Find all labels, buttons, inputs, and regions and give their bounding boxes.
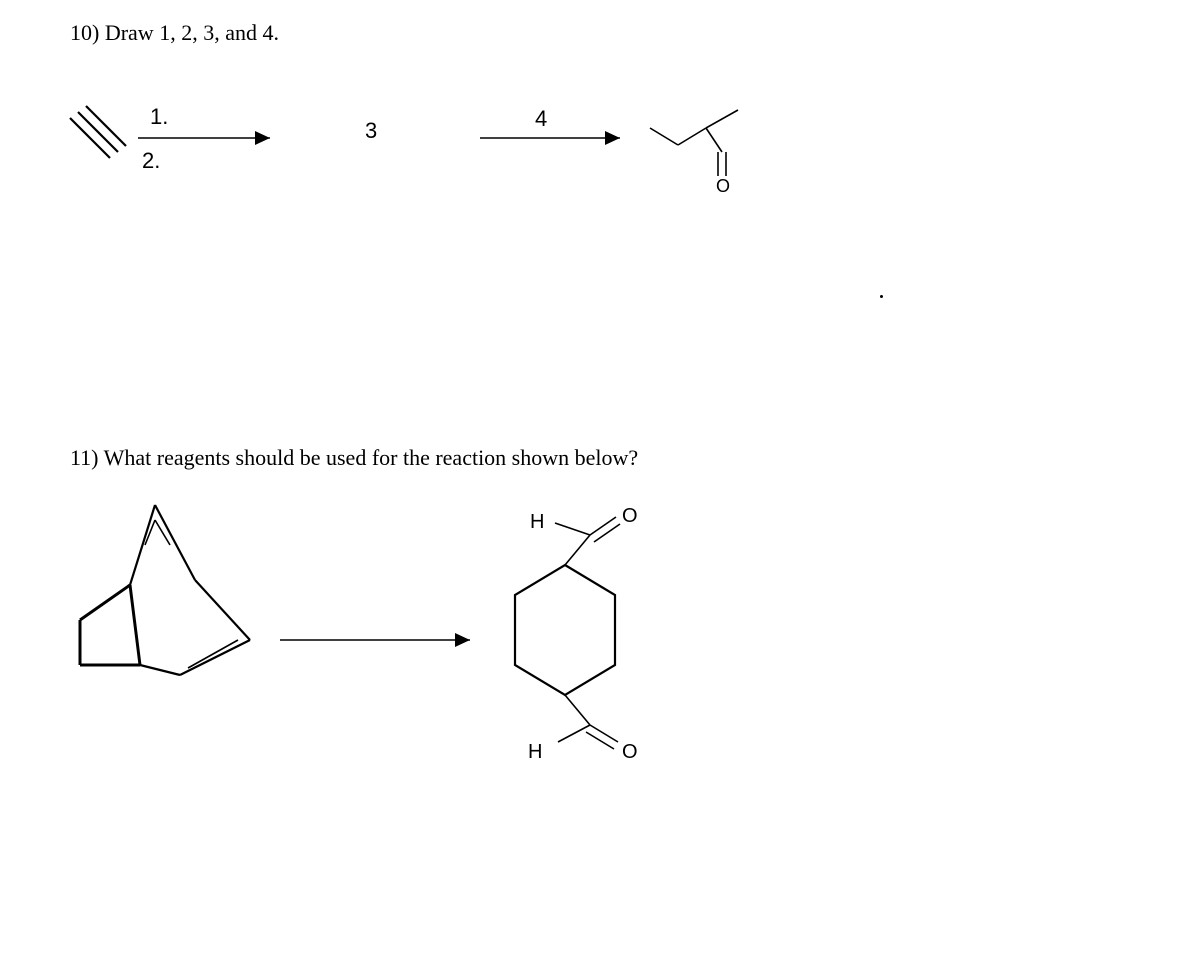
- arrow-2: [480, 131, 620, 145]
- h-bottom: H: [528, 741, 542, 763]
- q11-scheme: H O H O: [60, 490, 700, 790]
- o-top: O: [622, 505, 638, 527]
- o-bottom: O: [622, 741, 638, 763]
- alkyne-glyph: [70, 106, 126, 158]
- arrow-3: [280, 633, 470, 647]
- oxygen-label: O: [716, 176, 730, 196]
- arrow-1: [138, 131, 270, 145]
- label-1: 1.: [150, 104, 168, 130]
- worksheet-page: 10) Draw 1, 2, 3, and 4.: [0, 0, 1200, 960]
- q10-scheme: O: [60, 90, 800, 200]
- label-4: 4: [535, 106, 547, 132]
- stray-dot: [880, 295, 883, 298]
- product-ketone: O: [650, 110, 738, 196]
- bicyclic-start: [80, 505, 250, 675]
- label-3: 3: [365, 118, 377, 144]
- h-top: H: [530, 511, 544, 533]
- q10-prompt: 10) Draw 1, 2, 3, and 4.: [70, 20, 279, 46]
- q11-prompt: 11) What reagents should be used for the…: [70, 445, 638, 471]
- product-dialdehyde: H O H O: [515, 505, 638, 763]
- label-2: 2.: [142, 148, 160, 174]
